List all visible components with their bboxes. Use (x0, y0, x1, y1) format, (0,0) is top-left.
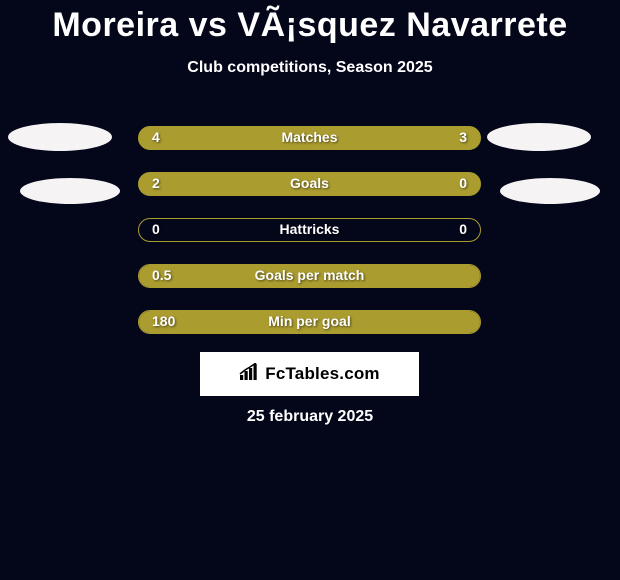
comparison-card: Moreira vs VÃ¡squez Navarrete Club compe… (0, 0, 620, 580)
bars-area: 43Matches 20Goals 00Hattricks 0.5Goals per … (138, 126, 481, 356)
decorative-ellipse (487, 123, 591, 151)
attribution-icon (239, 363, 261, 386)
bar-label: Goals per match (138, 267, 481, 283)
bar-label: Goals (138, 175, 481, 191)
bar-row: 43Matches (138, 126, 481, 150)
attribution-text: FcTables.com (265, 364, 380, 384)
footer-date: 25 february 2025 (0, 408, 620, 426)
decorative-ellipse (20, 178, 120, 204)
bar-row: 180Min per goal (138, 310, 481, 334)
decorative-ellipse (500, 178, 600, 204)
page-title: Moreira vs VÃ¡squez Navarrete (0, 0, 620, 45)
decorative-ellipse (8, 123, 112, 151)
page-subtitle: Club competitions, Season 2025 (0, 59, 620, 77)
bar-row: 0.5Goals per match (138, 264, 481, 288)
bar-row: 00Hattricks (138, 218, 481, 242)
bar-label: Min per goal (138, 313, 481, 329)
bar-label: Hattricks (138, 221, 481, 237)
bar-label: Matches (138, 129, 481, 145)
bar-row: 20Goals (138, 172, 481, 196)
attribution-badge: FcTables.com (200, 352, 419, 396)
